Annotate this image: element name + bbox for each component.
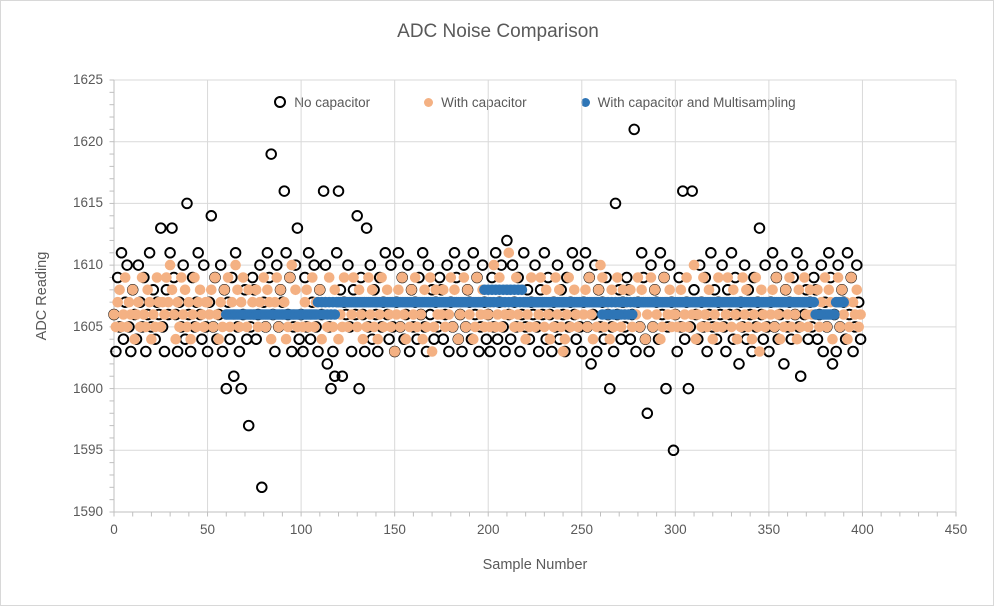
- x-tick-label: 300: [664, 522, 687, 537]
- y-tick-label: 1610: [72, 257, 103, 273]
- chart-title: ADC Noise Comparison: [397, 21, 599, 42]
- y-tick-label: 1605: [72, 318, 103, 334]
- series-0: [108, 123, 867, 494]
- x-tick-label: 250: [570, 522, 594, 537]
- y-axis-title: ADC Reading: [34, 251, 50, 341]
- x-tick-label: 350: [757, 522, 781, 537]
- y-tick-label: 1615: [72, 195, 103, 211]
- x-tick-label: 100: [289, 522, 313, 537]
- y-tick-label: 1595: [72, 442, 103, 458]
- legend-label-with-capacitor: With capacitor: [441, 94, 527, 110]
- y-tick-label: 1620: [72, 133, 103, 149]
- legend-label-no-capacitor: No capacitor: [294, 94, 371, 110]
- open-circle-marker-icon: [274, 96, 287, 108]
- y-tick-label: 1625: [72, 72, 103, 87]
- x-tick-label: 0: [110, 522, 118, 537]
- y-tick-label: 1590: [72, 504, 103, 519]
- series-2: [221, 284, 849, 320]
- x-tick-label: 200: [476, 522, 500, 537]
- legend-label-multisampling: With capacitor and Multisampling: [597, 94, 796, 110]
- x-axis-title: Sample Number: [482, 557, 588, 573]
- legend-item-no-capacitor: No capacitor: [274, 95, 370, 110]
- orange-dot-marker-icon: [424, 97, 434, 107]
- y-tick-label: 1600: [72, 380, 103, 396]
- legend-item-with-capacitor: With capacitor: [424, 95, 527, 110]
- blue-dot-marker-icon: [580, 97, 590, 107]
- x-tick-label: 450: [944, 522, 968, 537]
- legend: No capacitor With capacitor With capacit…: [114, 91, 956, 113]
- x-tick-label: 400: [851, 522, 874, 537]
- legend-item-multisampling: With capacitor and Multisampling: [580, 94, 796, 110]
- x-tick-label: 150: [383, 522, 406, 537]
- x-tick-label: 50: [200, 522, 216, 537]
